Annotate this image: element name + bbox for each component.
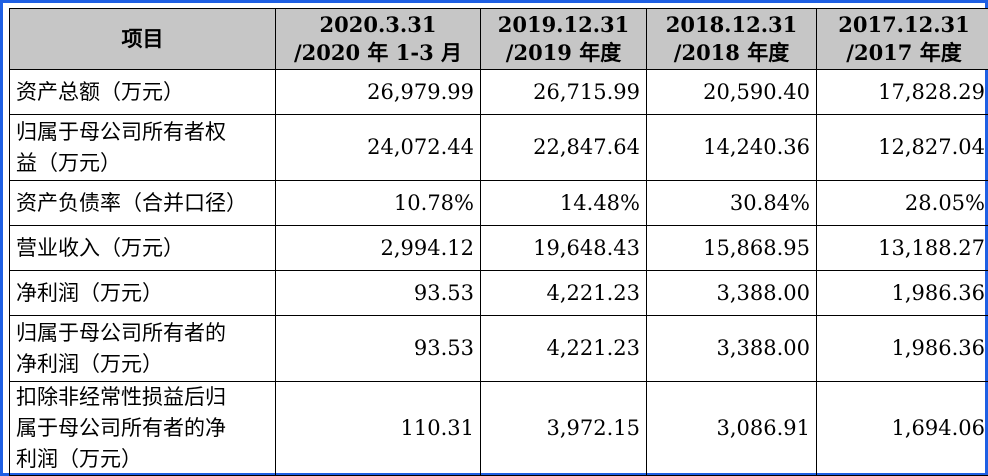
cell-value: 26,715.99 <box>480 69 647 115</box>
table-row: 资产负债率（合并口径） 10.78% 14.48% 30.84% 28.05% <box>9 180 988 226</box>
table-row: 净利润（万元） 93.53 4,221.23 3,388.00 1,986.36 <box>9 270 988 316</box>
row-label: 归属于母公司所有者权 益（万元） <box>9 114 276 181</box>
cell-value: 26,979.99 <box>275 69 481 115</box>
cell-value: 1,986.36 <box>816 270 988 316</box>
cell-value: 30.84% <box>646 180 817 226</box>
cell-value: 12,827.04 <box>816 114 988 181</box>
cell-value: 10.78% <box>275 180 481 226</box>
cell-value: 3,388.00 <box>646 315 817 382</box>
header-item: 项目 <box>9 8 276 70</box>
cell-value: 15,868.95 <box>646 225 817 271</box>
cell-value: 1,694.06 <box>816 381 988 476</box>
cell-value: 22,847.64 <box>480 114 647 181</box>
cell-value: 4,221.23 <box>480 270 647 316</box>
row-label: 扣除非经常性损益后归 属于母公司所有者的净 利润（万元） <box>9 381 276 476</box>
cell-value: 13,188.27 <box>816 225 988 271</box>
cell-value: 3,972.15 <box>480 381 647 476</box>
cell-value: 110.31 <box>275 381 481 476</box>
table-row: 资产总额（万元） 26,979.99 26,715.99 20,590.40 1… <box>9 69 988 115</box>
cell-value: 28.05% <box>816 180 988 226</box>
header-2018: 2018.12.31 /2018 年度 <box>646 8 817 70</box>
cell-value: 24,072.44 <box>275 114 481 181</box>
cell-value: 93.53 <box>275 315 481 382</box>
table-row: 归属于母公司所有者权 益（万元） 24,072.44 22,847.64 14,… <box>9 114 988 181</box>
row-label: 营业收入（万元） <box>9 225 276 271</box>
cell-value: 20,590.40 <box>646 69 817 115</box>
header-2017: 2017.12.31 /2017 年度 <box>816 8 988 70</box>
table-row: 营业收入（万元） 2,994.12 19,648.43 15,868.95 13… <box>9 225 988 271</box>
header-2020q1: 2020.3.31 /2020 年 1-3 月 <box>275 8 481 70</box>
row-label: 归属于母公司所有者的 净利润（万元） <box>9 315 276 382</box>
cell-value: 1,986.36 <box>816 315 988 382</box>
cell-value: 2,994.12 <box>275 225 481 271</box>
row-label: 净利润（万元） <box>9 270 276 316</box>
cell-value: 93.53 <box>275 270 481 316</box>
table-row: 归属于母公司所有者的 净利润（万元） 93.53 4,221.23 3,388.… <box>9 315 988 382</box>
row-label: 资产总额（万元） <box>9 69 276 115</box>
cell-value: 19,648.43 <box>480 225 647 271</box>
table-row: 扣除非经常性损益后归 属于母公司所有者的净 利润（万元） 110.31 3,97… <box>9 381 988 476</box>
cell-value: 14,240.36 <box>646 114 817 181</box>
cell-value: 4,221.23 <box>480 315 647 382</box>
financial-summary-table: 项目 2020.3.31 /2020 年 1-3 月 2019.12.31 /2… <box>9 8 988 476</box>
cell-value: 3,086.91 <box>646 381 817 476</box>
header-row: 项目 2020.3.31 /2020 年 1-3 月 2019.12.31 /2… <box>9 8 988 70</box>
cell-value: 14.48% <box>480 180 647 226</box>
cell-value: 3,388.00 <box>646 270 817 316</box>
header-2019: 2019.12.31 /2019 年度 <box>480 8 647 70</box>
cell-value: 17,828.29 <box>816 69 988 115</box>
row-label: 资产负债率（合并口径） <box>9 180 276 226</box>
